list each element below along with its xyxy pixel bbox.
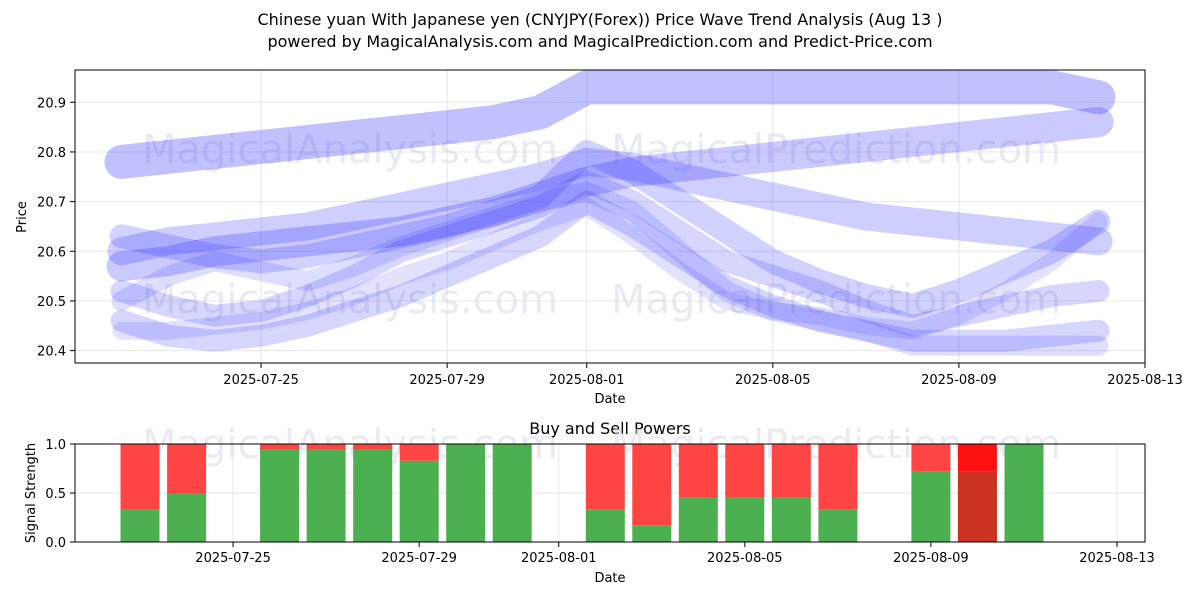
signal-xtick-label: 2025-08-09 (893, 551, 969, 566)
buy-bar (818, 509, 858, 542)
price-xtick-label: 2025-07-29 (409, 373, 485, 388)
wave-series-wave-3 (107, 147, 1113, 266)
buy-bar (353, 449, 393, 542)
buy-bar (911, 471, 951, 542)
price-ticks: 2025-07-25 2025-07-29 2025-08-01 2025-08-05… (37, 96, 1183, 388)
price-waves (104, 70, 1116, 356)
signal-xtick-label: 2025-07-29 (381, 551, 457, 566)
sell-bar (399, 444, 439, 461)
watermark-text: MagicalPrediction.com (611, 127, 1061, 173)
wave-series-wave-8 (112, 197, 1108, 340)
price-watermarks: MagicalAnalysis.com MagicalPrediction.com… (142, 127, 1061, 323)
wave-series-wave-7 (111, 181, 1109, 356)
sell-bar-overlap (957, 471, 997, 542)
sell-bar (818, 444, 858, 510)
buy-bar (492, 444, 532, 542)
price-axes-frame (74, 69, 1146, 364)
signal-xtick-label: 2025-08-01 (521, 551, 597, 566)
price-xtick-label: 2025-08-05 (735, 373, 811, 388)
signal-ytick-label: 0.5 (45, 487, 66, 502)
wave-series-wave-4 (109, 139, 1111, 318)
watermark-text: MagicalPrediction.com (611, 277, 1061, 323)
watermark-text: MagicalAnalysis.com (142, 422, 558, 468)
buy-bar (632, 525, 672, 542)
wave-series-wave-6 (110, 190, 1110, 352)
sell-bar (771, 444, 811, 498)
price-xtick-label: 2025-08-01 (549, 373, 625, 388)
wave-series-wave-1 (104, 70, 1116, 179)
buy-bar (725, 497, 765, 542)
price-xlabel: Date (594, 392, 625, 407)
sell-bar (585, 444, 625, 510)
signal-ticks: 2025-07-25 2025-07-29 2025-08-01 2025-08-05… (45, 438, 1154, 566)
signal-ylabel: Signal Strength (24, 443, 39, 543)
buy-bar (771, 497, 811, 542)
wave-series-wave-5 (110, 170, 1110, 337)
buy-bar (1004, 444, 1044, 542)
buy-bar (260, 449, 300, 542)
signal-ytick-label: 1.0 (45, 438, 66, 453)
buy-bar (167, 493, 207, 542)
sell-bar (632, 444, 672, 526)
price-ytick-label: 20.6 (37, 245, 66, 260)
price-ytick-label: 20.4 (37, 345, 66, 360)
sell-bar (725, 444, 765, 498)
price-ytick-label: 20.8 (37, 146, 66, 161)
buy-bar (446, 444, 486, 542)
signal-xtick-label: 2025-08-13 (1079, 551, 1155, 566)
sell-bar (306, 444, 346, 450)
watermark-text: MagicalAnalysis.com (142, 127, 558, 173)
signal-xtick-label: 2025-07-25 (195, 551, 271, 566)
sell-bar (260, 444, 300, 450)
sell-bar (957, 444, 997, 472)
bar-chart-title: Buy and Sell Powers (529, 419, 691, 438)
price-xtick-label: 2025-08-09 (921, 373, 997, 388)
sell-bar (353, 444, 393, 450)
sell-bar (167, 444, 207, 493)
price-xtick-label: 2025-08-13 (1107, 373, 1183, 388)
signal-xtick-label: 2025-08-05 (707, 551, 783, 566)
price-ytick-label: 20.9 (37, 96, 66, 111)
chart-title: Chinese yuan With Japanese yen (CNYJPY(F… (257, 10, 943, 29)
price-ytick-label: 20.5 (37, 295, 66, 310)
signal-xlabel: Date (594, 571, 625, 586)
wave-series-wave-2 (106, 107, 1114, 282)
watermark-text: MagicalAnalysis.com (142, 277, 558, 323)
buy-bar (399, 460, 439, 542)
sell-bar (911, 444, 951, 472)
price-xtick-label: 2025-07-25 (223, 373, 299, 388)
buy-bar (306, 449, 346, 542)
buy-bar (678, 497, 718, 542)
sell-bar (120, 444, 160, 510)
buy-bar (120, 509, 160, 542)
price-ylabel: Price (15, 201, 30, 233)
sell-bar (678, 444, 718, 498)
price-ytick-label: 20.7 (37, 196, 66, 211)
chart-subtitle: powered by MagicalAnalysis.com and Magic… (267, 32, 933, 51)
signal-ytick-label: 0.0 (45, 536, 66, 551)
buy-bar (585, 509, 625, 542)
signal-bars (120, 444, 1044, 542)
